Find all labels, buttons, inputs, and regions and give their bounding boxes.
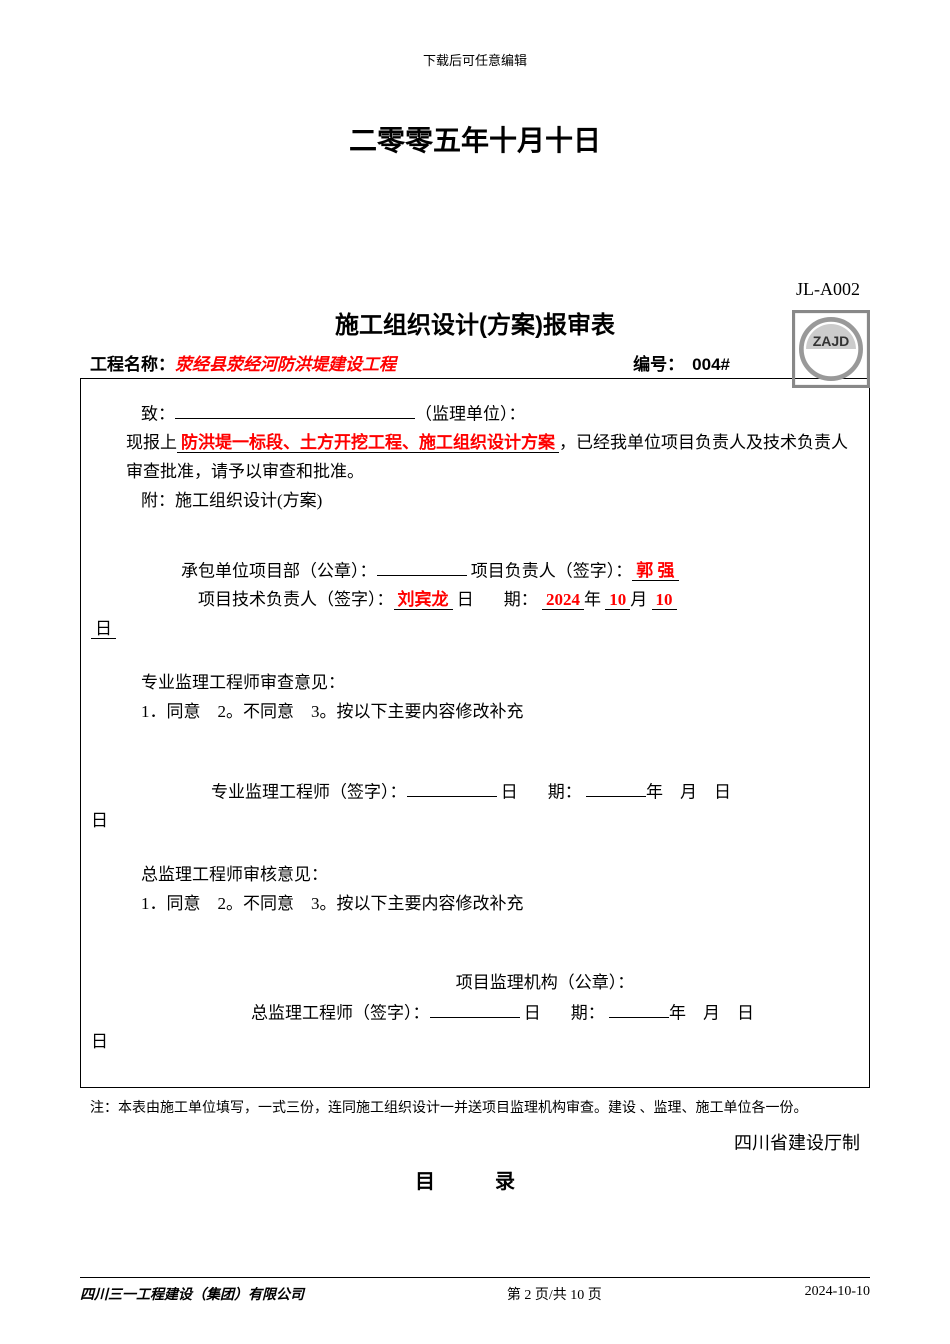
sign-day: 10 [652,590,677,610]
project-row: 工程名称： 荥经县荥经河防洪堤建设工程 编号：004# [80,350,870,375]
serial-label: 编号：004# [633,350,730,375]
sign-month: 10 [605,590,630,610]
pm-sign: 郭 强 [632,561,678,581]
contractor-sign-row: 承包单位项目部（公章）： 项目负责人（签字）：郭 强 [91,556,859,586]
maker-label: 四川省建设厅制 [80,1129,870,1155]
submit-line: 现报上防洪堤一标段、土方开挖工程、施工组织设计方案，已经我单位项目负责人及技术负… [91,429,859,487]
chief-eng-options: 1．同意 2。不同意 3。按以下主要内容修改补充 [91,890,859,919]
header-note: 下载后可任意编辑 [80,50,870,69]
stamp-logo: ZAJD [792,310,870,388]
submit-content: 防洪堤一标段、土方开挖工程、施工组织设计方案 [177,433,559,453]
svg-text:ZAJD: ZAJD [813,333,850,349]
to-line: 致：（监理单位）： [91,399,859,429]
project-name: 荥经县荥经河防洪堤建设工程 [175,350,396,375]
tech-sign-row: 项目技术负责人（签字）：刘宾龙 日期： 2024年 10月 10 [91,586,859,615]
footer-date: 2024-10-10 [805,1284,870,1304]
pro-eng-day-line: 日 [91,807,859,836]
footnote: 注：本表由施工单位填写，一式三份，连同施工组织设计一并送项目监理机构审查。建设 … [80,1096,870,1121]
chief-eng-day-line: 日 [91,1028,859,1057]
day-char-line: 日 [91,615,859,644]
pro-eng-title: 专业监理工程师审查意见： [91,669,859,698]
page-footer: 四川三一工程建设（集团）有限公司 第 2 页/共 10 页 2024-10-10 [80,1277,870,1304]
project-label: 工程名称： [90,350,175,375]
sign-year: 2024 [542,590,584,610]
footer-page: 第 2 页/共 10 页 [507,1284,602,1304]
footer-company: 四川三一工程建设（集团）有限公司 [80,1284,304,1304]
attachment-line: 附：施工组织设计(方案) [91,487,859,516]
tech-sign: 刘宾龙 [394,590,453,610]
serial-value: 004# [692,355,730,374]
chief-eng-sign-row: 总监理工程师（签字）： 日期： 年 月 日 [91,998,859,1028]
date-title: 二零零五年十月十日 [80,119,870,159]
form-code: JL-A002 [80,279,870,300]
supervision-seal-line: 项目监理机构（公章）： [91,969,859,998]
pro-eng-sign-row: 专业监理工程师（签字）： 日期： 年 月 日 [91,777,859,807]
form-title: 施工组织设计(方案)报审表 [80,305,870,340]
chief-eng-title: 总监理工程师审核意见： [91,861,859,890]
form-box: 致：（监理单位）： 现报上防洪堤一标段、土方开挖工程、施工组织设计方案，已经我单… [80,378,870,1088]
toc-title: 目 录 [80,1165,870,1194]
pro-eng-options: 1．同意 2。不同意 3。按以下主要内容修改补充 [91,698,859,727]
